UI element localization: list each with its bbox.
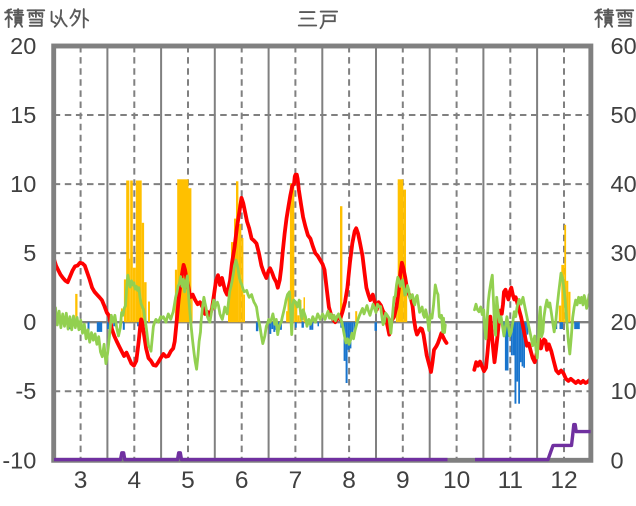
svg-text:0: 0 xyxy=(611,447,624,473)
svg-text:20: 20 xyxy=(611,309,636,335)
svg-text:20: 20 xyxy=(10,33,36,59)
svg-text:60: 60 xyxy=(611,33,636,59)
svg-text:30: 30 xyxy=(611,240,636,266)
svg-text:8: 8 xyxy=(342,467,356,494)
svg-text:10: 10 xyxy=(443,467,470,494)
svg-text:-10: -10 xyxy=(2,447,36,473)
svg-text:12: 12 xyxy=(550,467,577,494)
svg-text:-5: -5 xyxy=(15,378,36,404)
svg-text:15: 15 xyxy=(10,102,36,128)
svg-text:5: 5 xyxy=(23,240,36,266)
svg-text:4: 4 xyxy=(127,467,141,494)
svg-text:6: 6 xyxy=(235,467,249,494)
svg-text:40: 40 xyxy=(611,171,636,197)
svg-text:5: 5 xyxy=(181,467,195,494)
svg-text:10: 10 xyxy=(10,171,36,197)
svg-text:3: 3 xyxy=(74,467,88,494)
svg-text:11: 11 xyxy=(498,467,523,494)
svg-text:50: 50 xyxy=(611,102,636,128)
svg-text:7: 7 xyxy=(289,467,303,494)
svg-text:0: 0 xyxy=(23,309,36,335)
svg-text:10: 10 xyxy=(611,378,636,404)
svg-text:9: 9 xyxy=(396,467,410,494)
